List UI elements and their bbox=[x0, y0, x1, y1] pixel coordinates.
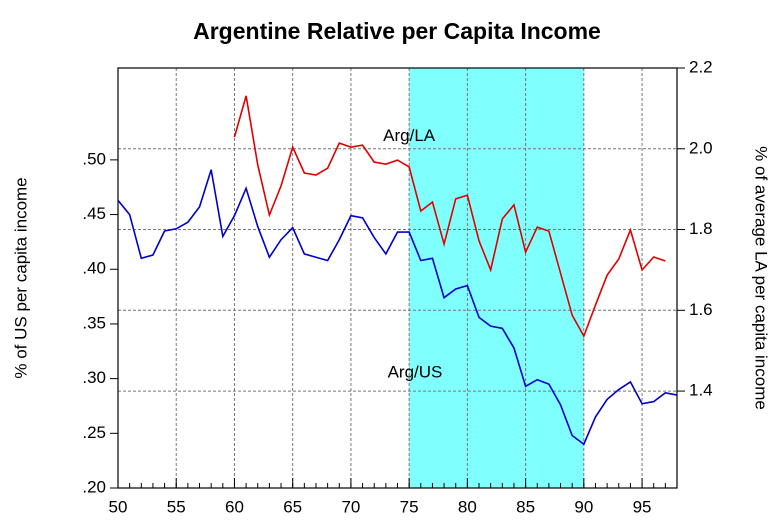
shaded-region bbox=[409, 68, 584, 488]
y2-tick-label: 1.4 bbox=[689, 381, 713, 400]
series-line bbox=[117, 169, 678, 446]
annotation: Arg/US bbox=[388, 363, 443, 382]
x-tick-label: 70 bbox=[341, 497, 360, 516]
y-tick-label: .35 bbox=[82, 313, 106, 332]
x-tick-label: 95 bbox=[633, 497, 652, 516]
y-tick-label: .30 bbox=[82, 368, 106, 387]
series-line bbox=[233, 95, 666, 339]
plot-frame bbox=[117, 67, 678, 489]
x-tick-label: 65 bbox=[283, 497, 302, 516]
x-tick-label: 55 bbox=[167, 497, 186, 516]
y2-axis-label: % of average LA per capita income bbox=[752, 146, 771, 410]
x-tick-label: 90 bbox=[574, 497, 593, 516]
y-tick-label: .25 bbox=[82, 423, 106, 442]
y-tick-label: .40 bbox=[82, 259, 106, 278]
y-tick-label: .45 bbox=[82, 204, 106, 223]
chart-title: Argentine Relative per Capita Income bbox=[193, 18, 601, 44]
x-tick-label: 50 bbox=[109, 497, 128, 516]
y2-tick-label: 2.0 bbox=[689, 138, 713, 157]
x-tick-label: 60 bbox=[225, 497, 244, 516]
y2-tick-label: 1.6 bbox=[689, 300, 713, 319]
x-tick-label: 85 bbox=[516, 497, 535, 516]
x-tick-label: 75 bbox=[400, 497, 419, 516]
y-tick-label: .20 bbox=[82, 477, 106, 496]
y2-tick-label: 1.8 bbox=[689, 219, 713, 238]
y2-tick-label: 2.2 bbox=[689, 57, 713, 76]
y-tick-label: .50 bbox=[82, 149, 106, 168]
annotation: Arg/LA bbox=[383, 126, 436, 145]
x-tick-label: 80 bbox=[458, 497, 477, 516]
y-axis-label: % of US per capita income bbox=[11, 177, 30, 378]
